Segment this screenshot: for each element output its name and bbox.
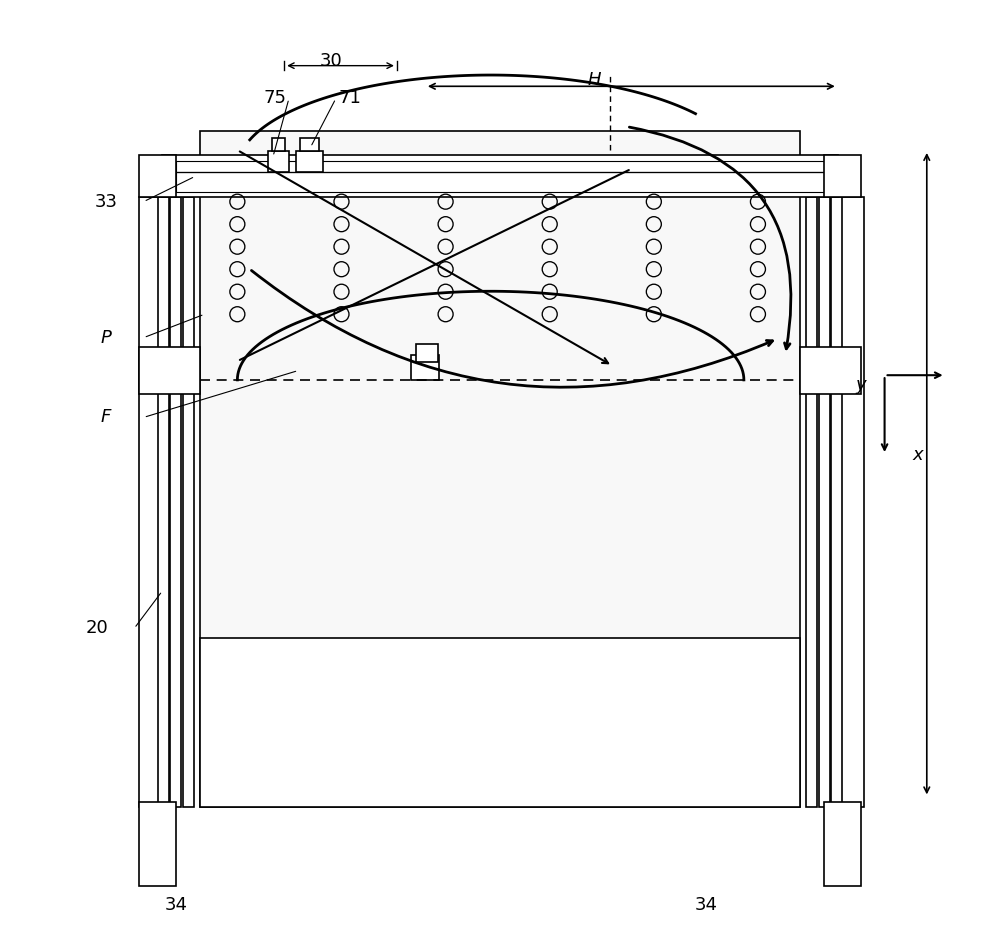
- Bar: [158, 197, 169, 807]
- Bar: [139, 347, 200, 394]
- Bar: [296, 151, 323, 172]
- Bar: [139, 802, 176, 886]
- Bar: [139, 197, 162, 807]
- Text: 71: 71: [338, 89, 361, 108]
- Text: x: x: [912, 446, 923, 464]
- Bar: [200, 131, 800, 807]
- Text: y: y: [856, 375, 866, 394]
- Bar: [831, 197, 842, 807]
- Bar: [300, 138, 319, 151]
- Text: F: F: [101, 408, 111, 427]
- Text: 34: 34: [695, 896, 718, 915]
- Bar: [176, 161, 824, 192]
- Bar: [416, 344, 438, 362]
- Text: 20: 20: [85, 619, 108, 638]
- Text: 30: 30: [320, 52, 343, 70]
- Bar: [139, 155, 176, 197]
- Text: 75: 75: [263, 89, 286, 108]
- Bar: [268, 151, 289, 172]
- Bar: [272, 138, 285, 151]
- Text: 34: 34: [165, 896, 188, 915]
- Bar: [800, 347, 861, 394]
- Bar: [183, 197, 194, 807]
- Bar: [824, 155, 861, 197]
- Bar: [824, 802, 861, 886]
- Bar: [840, 197, 864, 807]
- Bar: [162, 155, 838, 197]
- Text: P: P: [101, 328, 111, 347]
- Bar: [411, 355, 439, 380]
- Bar: [806, 197, 817, 807]
- Text: 33: 33: [95, 192, 118, 211]
- Bar: [200, 638, 800, 807]
- Bar: [819, 197, 830, 807]
- Text: H: H: [587, 70, 601, 89]
- Bar: [170, 197, 181, 807]
